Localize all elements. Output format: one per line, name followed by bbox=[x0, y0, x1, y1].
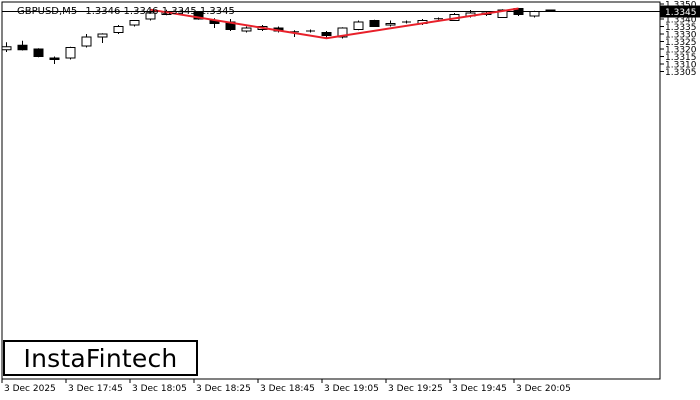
candle bbox=[545, 9, 556, 12]
candle bbox=[81, 34, 92, 48]
x-tick-label: 3 Dec 17:45 bbox=[68, 384, 123, 394]
candle-body bbox=[337, 27, 348, 38]
candle bbox=[241, 26, 252, 33]
symbol-label: GBPUSD,M5 bbox=[17, 6, 77, 17]
candle bbox=[385, 20, 396, 27]
candle-body bbox=[385, 23, 396, 26]
candle-body bbox=[65, 47, 76, 59]
candle-body bbox=[145, 12, 156, 20]
candle bbox=[225, 19, 236, 31]
candle-body bbox=[113, 26, 124, 33]
candle bbox=[1, 42, 12, 52]
candle bbox=[145, 11, 156, 21]
double-top-pattern bbox=[150, 7, 519, 40]
y-tick-label: 1.3310 bbox=[665, 61, 697, 71]
candle-body bbox=[1, 46, 12, 51]
x-tick-label: 3 Dec 19:45 bbox=[452, 384, 507, 394]
candle bbox=[306, 29, 315, 33]
candle-body bbox=[529, 11, 540, 17]
candle-body bbox=[97, 33, 108, 38]
chart-title: GBPUSD,M5 1.3346 1.3346 1.3345 1.3345 bbox=[17, 6, 235, 17]
candle bbox=[97, 33, 108, 43]
candle bbox=[65, 46, 76, 60]
y-tick-label: 1.3325 bbox=[665, 38, 697, 48]
candle-body bbox=[81, 36, 92, 47]
time-scale: 3 Dec 2025 3 Dec 17:45 3 Dec 18:05 3 Dec 18… bbox=[1, 379, 571, 394]
price-scale: 1.33501.33451.33401.33351.33301.33251.33… bbox=[660, 1, 700, 78]
candle bbox=[113, 25, 124, 34]
y-tick-label: 1.3315 bbox=[665, 53, 697, 63]
candle-body bbox=[129, 20, 140, 26]
ohlc-values: 1.3346 1.3346 1.3345 1.3345 bbox=[85, 6, 235, 17]
candle bbox=[369, 19, 380, 27]
candle-body bbox=[193, 11, 204, 20]
candle bbox=[129, 20, 140, 27]
candle-body bbox=[321, 32, 332, 36]
chart-axes bbox=[1, 1, 661, 380]
y-tick-label: 1.3330 bbox=[665, 31, 697, 41]
y-tick-label: 1.3340 bbox=[665, 16, 697, 26]
x-tick-label: 3 Dec 20:05 bbox=[516, 384, 571, 394]
current-price-tag bbox=[660, 5, 700, 18]
candle bbox=[434, 17, 443, 20]
candle-body bbox=[353, 21, 364, 30]
candle-body bbox=[545, 9, 556, 12]
candle bbox=[33, 48, 44, 58]
y-tick-label: 1.3305 bbox=[665, 68, 697, 78]
candle bbox=[17, 40, 28, 51]
x-tick-label: 3 Dec 2025 bbox=[4, 384, 56, 394]
candle bbox=[402, 20, 411, 24]
x-tick-label: 3 Dec 19:25 bbox=[388, 384, 443, 394]
plot-frame bbox=[1, 1, 661, 380]
candle-body bbox=[241, 27, 252, 32]
candle-body bbox=[369, 20, 380, 27]
y-tick-label: 1.3320 bbox=[665, 46, 697, 56]
instafintech-logo: InstaFintech bbox=[3, 340, 198, 376]
logo-text: InstaFintech bbox=[23, 343, 178, 373]
x-tick-label: 3 Dec 18:25 bbox=[196, 384, 251, 394]
candle bbox=[529, 10, 540, 18]
x-tick-label: 3 Dec 19:05 bbox=[324, 384, 379, 394]
current-price-label: 1.3345 bbox=[665, 8, 697, 18]
candle-body bbox=[49, 57, 60, 60]
candle bbox=[49, 56, 60, 64]
candle-body bbox=[17, 44, 28, 51]
pattern-line bbox=[150, 7, 519, 40]
x-tick-label: 3 Dec 18:05 bbox=[132, 384, 187, 394]
x-tick-label: 3 Dec 18:45 bbox=[260, 384, 315, 394]
candle bbox=[353, 20, 364, 31]
candle-body bbox=[33, 48, 44, 57]
y-tick-label: 1.3335 bbox=[665, 23, 697, 33]
